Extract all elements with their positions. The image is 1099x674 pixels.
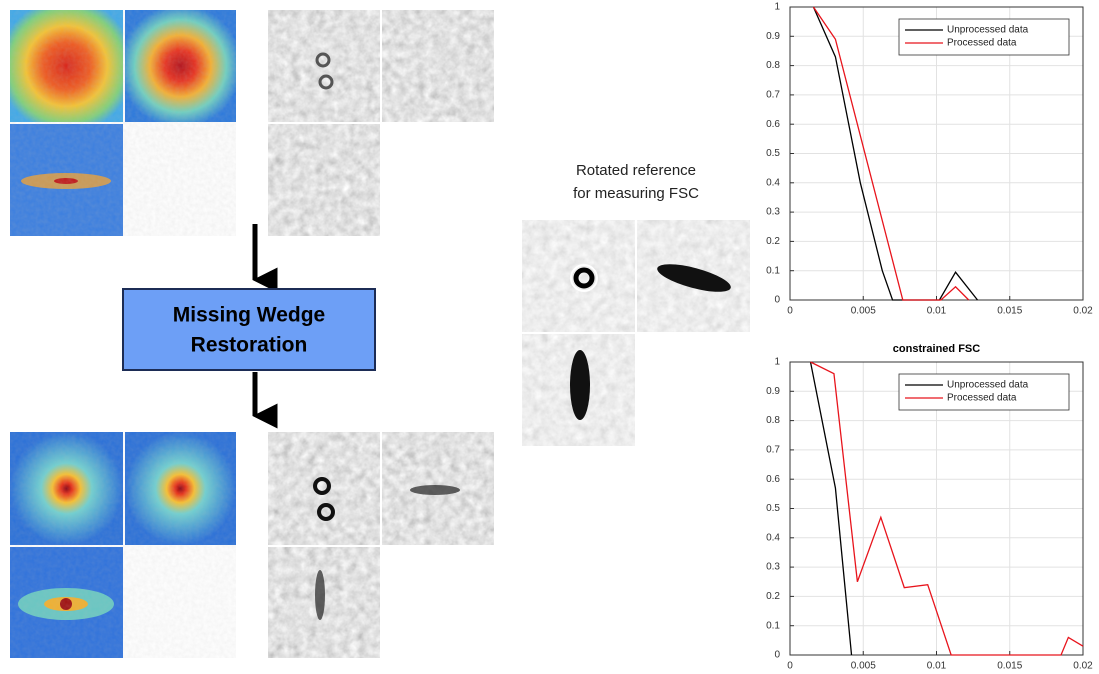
y-tick-label: 0.7 xyxy=(766,445,780,456)
y-tick-label: 0.9 xyxy=(766,31,780,42)
legend-label: Unprocessed data xyxy=(947,25,1029,36)
x-tick-label: 0 xyxy=(787,661,793,672)
x-tick-label: 0.01 xyxy=(927,661,947,672)
y-tick-label: 0 xyxy=(774,295,780,306)
y-tick-label: 0.9 xyxy=(766,386,780,397)
legend-label: Unprocessed data xyxy=(947,380,1029,391)
x-tick-label: 0.01 xyxy=(927,306,947,317)
chart-title: constrained FSC xyxy=(893,343,980,355)
spectra-after xyxy=(10,432,236,658)
y-tick-label: 0.8 xyxy=(766,60,780,71)
y-tick-label: 0.5 xyxy=(766,148,780,159)
y-tick-label: 0.3 xyxy=(766,207,780,218)
y-tick-label: 0.6 xyxy=(766,474,780,485)
x-tick-label: 0.005 xyxy=(851,661,876,672)
y-tick-label: 1 xyxy=(774,2,780,13)
y-tick-label: 0.2 xyxy=(766,236,780,247)
legend-label: Processed data xyxy=(947,393,1017,404)
box-label: Restoration xyxy=(191,334,308,357)
box-label: Missing Wedge xyxy=(173,304,325,327)
x-tick-label: 0.015 xyxy=(997,306,1022,317)
x-tick-label: 0.02 xyxy=(1073,306,1093,317)
figure: Missing Wedge Restoration Rotated refere… xyxy=(0,0,1099,674)
y-tick-label: 0.1 xyxy=(766,620,780,631)
x-tick-label: 0.015 xyxy=(997,661,1022,672)
x-tick-label: 0.005 xyxy=(851,306,876,317)
caption: for measuring FSC xyxy=(573,185,699,202)
legend-label: Processed data xyxy=(947,38,1017,49)
y-tick-label: 0.6 xyxy=(766,119,780,130)
y-tick-label: 0.5 xyxy=(766,503,780,514)
x-tick-label: 0 xyxy=(787,306,793,317)
y-tick-label: 0.1 xyxy=(766,265,780,276)
page: {"chart_data": [ {"type": "line", "grid"… xyxy=(0,0,1099,674)
process-box xyxy=(123,289,375,370)
caption: Rotated reference xyxy=(576,162,696,179)
reference-images xyxy=(522,220,750,446)
y-tick-label: 0.3 xyxy=(766,562,780,573)
y-tick-label: 1 xyxy=(774,357,780,368)
spectra-before xyxy=(10,10,236,236)
y-tick-label: 0.4 xyxy=(766,532,780,543)
y-tick-label: 0 xyxy=(774,650,780,661)
y-tick-label: 0.4 xyxy=(766,177,780,188)
y-tick-label: 0.2 xyxy=(766,591,780,602)
x-tick-label: 0.02 xyxy=(1073,661,1093,672)
y-tick-label: 0.7 xyxy=(766,90,780,101)
y-tick-label: 0.8 xyxy=(766,415,780,426)
